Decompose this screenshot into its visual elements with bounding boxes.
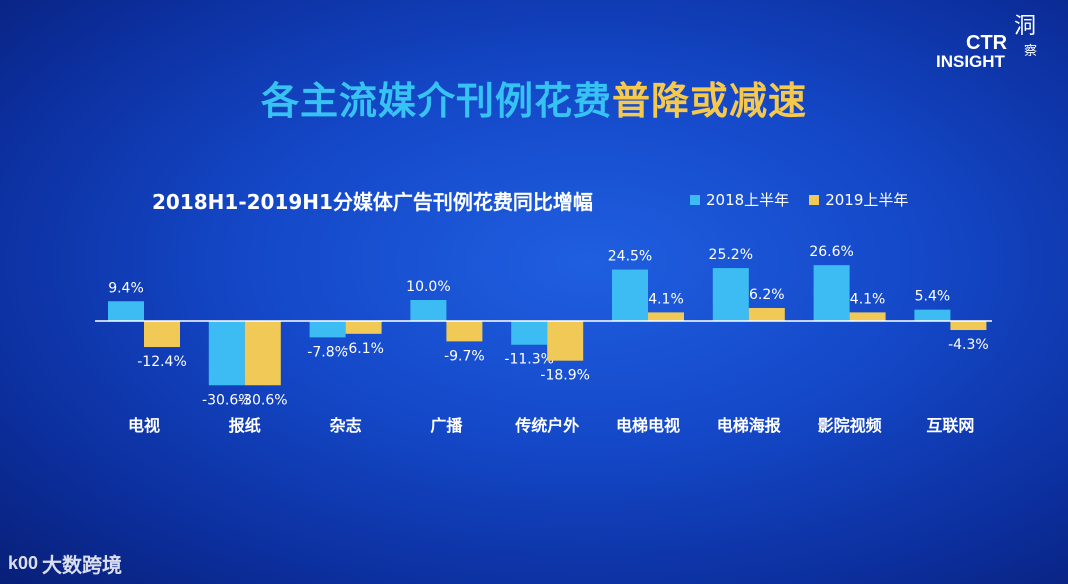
ctr-insight-logo: CTR INSIGHT 洞 察 — [926, 14, 1046, 74]
data-label-2018-0: 9.4% — [108, 280, 144, 296]
bar-2019-4 — [547, 321, 584, 361]
bar-2019-7 — [849, 312, 886, 321]
data-label-2019-8: -4.3% — [948, 337, 989, 353]
bar-2018-0 — [108, 301, 144, 321]
data-label-2018-6: 25.2% — [709, 247, 753, 263]
category-label-4: 传统户外 — [514, 416, 579, 435]
data-label-2018-3: 10.0% — [406, 279, 450, 295]
data-label-2019-6: 6.2% — [749, 287, 785, 303]
chart-title: 2018H1-2019H1分媒体广告刊例花费同比增幅 — [152, 190, 593, 214]
headline: 各主流媒介刊例花费普降或减速 — [0, 70, 1068, 125]
data-label-2018-8: 5.4% — [915, 289, 951, 305]
data-label-2019-7: 4.1% — [850, 291, 886, 307]
category-label-3: 广播 — [430, 416, 463, 435]
category-label-0: 电视 — [128, 416, 160, 435]
legend-label-2019: 2019上半年 — [825, 191, 909, 209]
logo-insight: INSIGHT — [936, 52, 1005, 71]
data-label-2018-2: -7.8% — [307, 344, 348, 360]
bar-2018-6 — [712, 268, 749, 321]
bar-2018-8 — [914, 309, 951, 321]
bar-2019-5 — [648, 312, 684, 321]
legend-item-2018: 2018上半年 — [690, 189, 789, 210]
legend-swatch-2018 — [690, 194, 700, 205]
data-label-2019-2: -6.1% — [343, 341, 384, 357]
bar-2018-4 — [511, 321, 548, 345]
bar-2019-1 — [244, 321, 281, 386]
bar-2019-2 — [345, 321, 382, 334]
category-label-5: 电梯电视 — [616, 416, 680, 435]
bar-2018-3 — [410, 300, 447, 321]
watermark: k00 大数跨境 — [8, 549, 122, 578]
headline-part2: 普降或减速 — [612, 79, 808, 123]
bar-2019-3 — [446, 321, 483, 342]
category-label-1: 报纸 — [229, 416, 261, 435]
data-label-2018-7: 26.6% — [809, 244, 853, 260]
bar-2018-1 — [208, 321, 245, 386]
data-label-2019-3: -9.7% — [444, 348, 485, 364]
data-label-2018-1: -30.6% — [202, 392, 252, 408]
bar-2018-7 — [813, 265, 850, 321]
category-label-7: 影院视频 — [818, 416, 882, 435]
legend-swatch-2019 — [809, 194, 820, 205]
logo-cn-top: 洞 — [1014, 14, 1037, 39]
data-label-2018-5: 24.5% — [608, 249, 652, 265]
chart-legend: 2018上半年 2019上半年 — [690, 189, 908, 210]
watermark-text: 大数跨境 — [42, 553, 123, 577]
legend-label-2018: 2018上半年 — [706, 191, 790, 209]
watermark-logo-icon: k00 — [8, 553, 39, 573]
data-label-2019-5: 4.1% — [648, 291, 684, 307]
category-label-2: 杂志 — [330, 416, 362, 435]
data-label-2019-1: -30.6% — [238, 392, 288, 408]
category-label-8: 互联网 — [926, 416, 974, 435]
data-label-2018-4: -11.3% — [504, 352, 554, 368]
category-label-6: 电梯海报 — [717, 416, 781, 435]
bar-2019-0 — [144, 321, 180, 348]
headline-part1: 各主流媒介刊例花费 — [260, 79, 612, 123]
legend-item-2019: 2019上半年 — [809, 189, 908, 210]
logo-cn-bottom: 察 — [1024, 44, 1038, 59]
logo-ctr: CTR — [966, 32, 1008, 54]
bar-2019-6 — [748, 307, 785, 321]
bar-2018-5 — [612, 269, 648, 321]
bar-2018-2 — [309, 321, 346, 338]
data-label-2019-4: -18.9% — [540, 368, 590, 384]
data-label-2019-0: -12.4% — [137, 354, 187, 370]
bar-2019-8 — [950, 321, 987, 331]
